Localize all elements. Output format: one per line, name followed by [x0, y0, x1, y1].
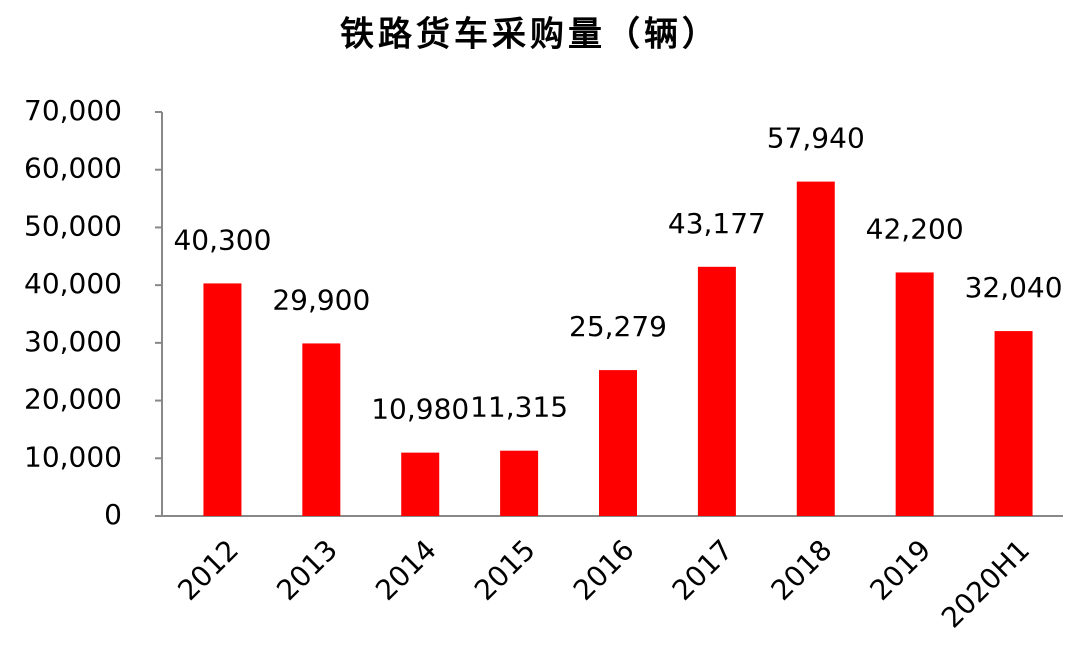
- value-label: 10,980: [371, 393, 469, 426]
- bar: [500, 450, 539, 516]
- y-tick-label: 60,000: [24, 152, 122, 185]
- value-label: 42,200: [866, 212, 964, 245]
- x-tick-label: 2012: [171, 533, 245, 607]
- value-label: 57,940: [767, 122, 865, 155]
- bar: [994, 331, 1033, 516]
- value-label: 25,279: [569, 310, 667, 343]
- y-tick-label: 0: [104, 498, 122, 531]
- value-label: 43,177: [668, 207, 766, 240]
- bar: [401, 452, 440, 516]
- y-tick-label: 70,000: [24, 94, 122, 127]
- bar: [796, 181, 835, 516]
- y-tick-label: 10,000: [24, 440, 122, 473]
- bar: [697, 266, 736, 516]
- x-tick-label: 2019: [864, 533, 938, 607]
- bar: [302, 343, 341, 516]
- x-tick-label: 2020H1: [935, 533, 1036, 634]
- bar: [599, 370, 637, 516]
- x-tick-label: 2018: [765, 533, 839, 607]
- y-tick-label: 50,000: [24, 209, 122, 242]
- value-label: 32,040: [965, 271, 1063, 304]
- bar: [895, 272, 934, 516]
- y-tick-label: 20,000: [24, 383, 122, 416]
- x-tick-label: 2016: [567, 533, 641, 607]
- x-tick-label: 2013: [270, 533, 344, 607]
- bar: [203, 283, 242, 516]
- y-tick-label: 40,000: [24, 267, 122, 300]
- chart-title: 铁路货车采购量（辆）: [340, 15, 720, 55]
- x-tick-label: 2015: [468, 533, 542, 607]
- y-tick-label: 30,000: [24, 325, 122, 358]
- x-tick-label: 2017: [666, 533, 740, 607]
- value-label: 40,300: [173, 223, 271, 256]
- x-tick-label: 2014: [369, 533, 443, 607]
- value-label: 11,315: [470, 391, 568, 424]
- value-label: 29,900: [272, 283, 370, 316]
